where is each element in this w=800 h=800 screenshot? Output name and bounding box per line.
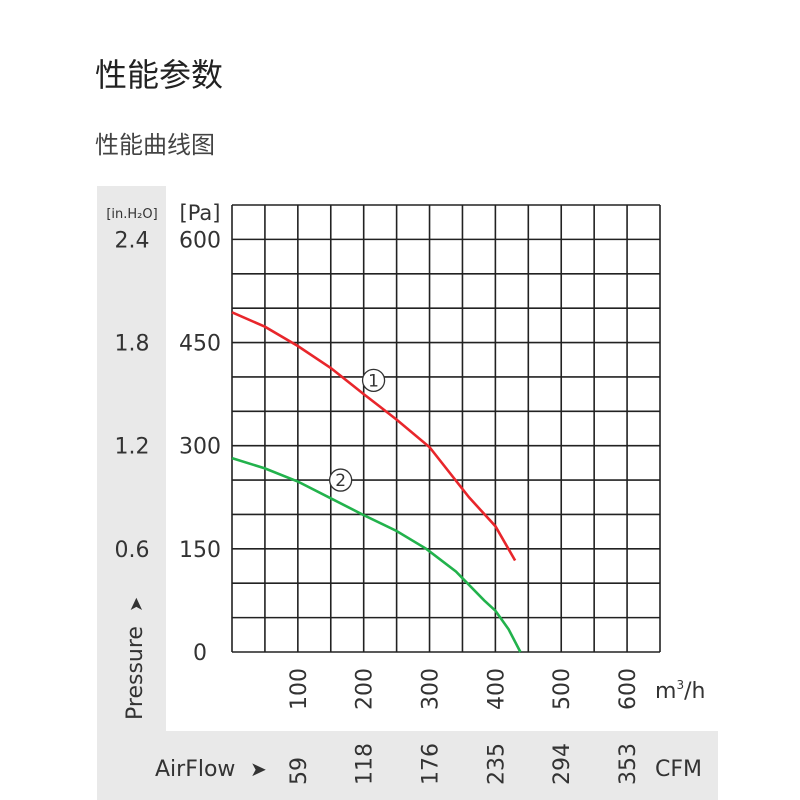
cfm-tick: 235 xyxy=(484,743,509,785)
x-tick: 100 xyxy=(287,668,312,710)
y-tick-pa: 600 xyxy=(179,228,221,253)
grid xyxy=(231,204,661,653)
y-tick-inh2o: 1.8 xyxy=(115,332,150,357)
cfm-tick: 176 xyxy=(419,743,444,785)
y-tick-pa: 0 xyxy=(193,641,207,666)
curve-label: 1 xyxy=(368,371,379,391)
cfm-tick: 118 xyxy=(353,743,378,785)
curve-label-circle xyxy=(361,368,386,393)
secondary-x-arrow: ➤ xyxy=(250,757,267,781)
y-tick-inh2o: 1.2 xyxy=(115,435,150,460)
cfm-tick: 294 xyxy=(550,743,575,785)
bottom-cfm-panel xyxy=(97,731,718,800)
y-unit-inh2o: [in.H₂O] xyxy=(106,207,157,222)
curve-label: 2 xyxy=(335,471,346,491)
section-subtitle: 性能曲线图 xyxy=(95,131,215,159)
x-tick: 200 xyxy=(353,668,378,710)
page-title: 性能参数 xyxy=(95,56,224,94)
axis-labels: 0 150 300 450 600 0.6 1.2 1.8 2.4 100 200 300 400 500… xyxy=(115,228,642,785)
y-unit-pa: [Pa] xyxy=(180,201,221,225)
secondary-x-label: AirFlow xyxy=(155,757,235,782)
left-axis-panel xyxy=(97,186,166,800)
y-axis-arrow: ➤ xyxy=(126,597,147,612)
x-tick: 400 xyxy=(484,668,509,710)
y-tick-inh2o: 2.4 xyxy=(115,228,150,253)
curve-label-circle xyxy=(328,468,353,492)
y-tick-pa: 150 xyxy=(179,538,221,563)
x-tick: 600 xyxy=(616,668,641,710)
cfm-unit: CFM xyxy=(655,757,702,782)
curves: 12 xyxy=(231,311,522,653)
cfm-tick: 353 xyxy=(616,743,641,785)
y-axis-label: Pressure xyxy=(123,626,148,720)
curve-1 xyxy=(231,311,517,562)
y-tick-inh2o: 0.6 xyxy=(115,538,150,563)
curve-2 xyxy=(231,456,522,653)
y-tick-pa: 300 xyxy=(179,435,221,460)
y-tick-pa: 450 xyxy=(179,332,221,357)
x-unit: m3/h xyxy=(655,678,705,704)
x-tick: 500 xyxy=(550,668,575,710)
x-tick: 300 xyxy=(419,668,444,710)
cfm-tick: 59 xyxy=(287,757,312,785)
